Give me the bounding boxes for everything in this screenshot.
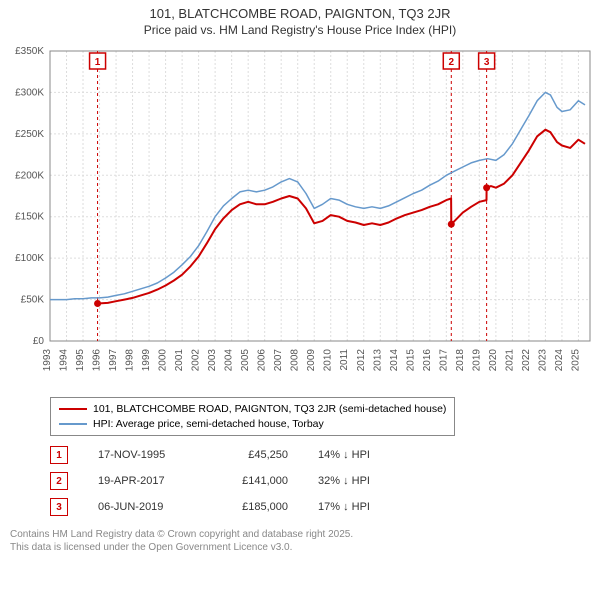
svg-text:£350K: £350K — [15, 46, 44, 57]
svg-text:£50K: £50K — [21, 294, 45, 305]
sale-date: 17-NOV-1995 — [98, 449, 188, 461]
svg-text:2016: 2016 — [422, 348, 433, 371]
sale-diff: 17% ↓ HPI — [318, 501, 408, 513]
sale-date: 19-APR-2017 — [98, 475, 188, 487]
sale-marker-2: 2 — [50, 472, 68, 490]
svg-text:2003: 2003 — [207, 348, 218, 371]
footer-line-2: This data is licensed under the Open Gov… — [10, 541, 590, 554]
chart-title: 101, BLATCHCOMBE ROAD, PAIGNTON, TQ3 2JR — [0, 0, 600, 23]
svg-text:£250K: £250K — [15, 129, 44, 140]
sale-date: 06-JUN-2019 — [98, 501, 188, 513]
sale-marker-1: 1 — [50, 446, 68, 464]
legend-swatch-property — [59, 408, 87, 410]
chart-svg: £0 £50K £100K £150K £200K £250K £300K £350K 1993… — [0, 41, 600, 391]
svg-text:2002: 2002 — [191, 348, 202, 371]
svg-text:1996: 1996 — [92, 348, 103, 371]
svg-text:2015: 2015 — [405, 348, 416, 371]
svg-text:2011: 2011 — [339, 348, 350, 370]
svg-text:2023: 2023 — [537, 348, 548, 371]
chart-plot-area: £0 £50K £100K £150K £200K £250K £300K £350K 1993… — [0, 41, 600, 391]
legend-label-property: 101, BLATCHCOMBE ROAD, PAIGNTON, TQ3 2JR… — [93, 402, 446, 417]
sales-row: 3 06-JUN-2019 £185,000 17% ↓ HPI — [50, 494, 600, 520]
svg-text:2018: 2018 — [455, 348, 466, 371]
chart-subtitle: Price paid vs. HM Land Registry's House … — [0, 23, 600, 41]
svg-text:1993: 1993 — [42, 348, 53, 371]
legend-label-hpi: HPI: Average price, semi-detached house,… — [93, 417, 324, 432]
svg-text:£200K: £200K — [15, 170, 44, 181]
svg-text:£0: £0 — [33, 336, 45, 347]
svg-text:2008: 2008 — [290, 348, 301, 371]
sales-row: 2 19-APR-2017 £141,000 32% ↓ HPI — [50, 468, 600, 494]
svg-text:2005: 2005 — [240, 348, 251, 371]
svg-text:1998: 1998 — [125, 348, 136, 371]
svg-text:2013: 2013 — [372, 348, 383, 371]
sale-diff: 14% ↓ HPI — [318, 449, 408, 461]
sale-price: £45,250 — [218, 449, 288, 461]
svg-text:2001: 2001 — [174, 348, 185, 371]
chart-container: 101, BLATCHCOMBE ROAD, PAIGNTON, TQ3 2JR… — [0, 0, 600, 590]
sales-table: 1 17-NOV-1995 £45,250 14% ↓ HPI 2 19-APR… — [50, 442, 600, 520]
sale-marker-3: 3 — [50, 498, 68, 516]
svg-text:1999: 1999 — [141, 348, 152, 371]
svg-text:2019: 2019 — [471, 348, 482, 371]
svg-text:2022: 2022 — [521, 348, 532, 371]
svg-text:2010: 2010 — [323, 348, 334, 371]
svg-text:3: 3 — [484, 57, 490, 68]
svg-text:£100K: £100K — [15, 253, 44, 264]
footer-line-1: Contains HM Land Registry data © Crown c… — [10, 528, 590, 541]
svg-text:2020: 2020 — [488, 348, 499, 371]
legend-item-hpi: HPI: Average price, semi-detached house,… — [59, 417, 446, 432]
svg-text:1995: 1995 — [75, 348, 86, 371]
sale-price: £185,000 — [218, 501, 288, 513]
footer: Contains HM Land Registry data © Crown c… — [10, 528, 590, 554]
svg-text:2000: 2000 — [158, 348, 169, 371]
legend-item-property: 101, BLATCHCOMBE ROAD, PAIGNTON, TQ3 2JR… — [59, 402, 446, 417]
sale-diff: 32% ↓ HPI — [318, 475, 408, 487]
svg-text:1: 1 — [95, 57, 101, 68]
svg-text:2009: 2009 — [306, 348, 317, 371]
svg-text:2021: 2021 — [504, 348, 515, 371]
svg-text:£150K: £150K — [15, 212, 44, 223]
svg-text:1994: 1994 — [59, 348, 70, 371]
svg-text:2006: 2006 — [257, 348, 268, 371]
svg-text:2012: 2012 — [356, 348, 367, 371]
svg-text:£300K: £300K — [15, 87, 44, 98]
sales-row: 1 17-NOV-1995 £45,250 14% ↓ HPI — [50, 442, 600, 468]
svg-text:2024: 2024 — [554, 348, 565, 371]
svg-text:2: 2 — [449, 57, 455, 68]
svg-text:1997: 1997 — [108, 348, 119, 371]
svg-text:2004: 2004 — [224, 348, 235, 371]
svg-text:2025: 2025 — [570, 348, 581, 371]
legend: 101, BLATCHCOMBE ROAD, PAIGNTON, TQ3 2JR… — [50, 397, 455, 436]
svg-text:2017: 2017 — [438, 348, 449, 371]
legend-swatch-hpi — [59, 423, 87, 425]
sale-price: £141,000 — [218, 475, 288, 487]
svg-text:2007: 2007 — [273, 348, 284, 371]
svg-text:2014: 2014 — [389, 348, 400, 371]
